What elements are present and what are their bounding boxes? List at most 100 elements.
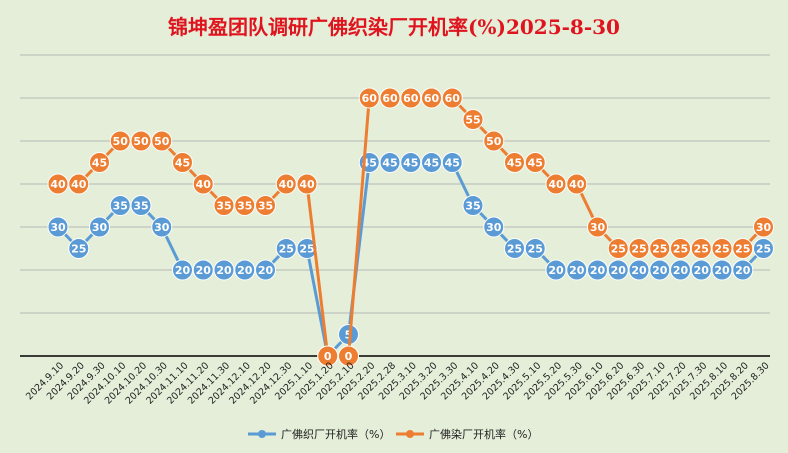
data-label: 50 bbox=[133, 135, 149, 148]
data-point bbox=[130, 130, 152, 152]
data-point bbox=[213, 195, 235, 216]
data-label: 20 bbox=[196, 264, 212, 277]
series-line-0 bbox=[56, 161, 765, 358]
data-point bbox=[275, 238, 297, 259]
data-label: 25 bbox=[507, 243, 522, 256]
data-label: 35 bbox=[465, 200, 480, 213]
data-label: 60 bbox=[424, 92, 440, 105]
data-point bbox=[151, 216, 173, 238]
data-label: 20 bbox=[175, 264, 191, 277]
data-point bbox=[545, 259, 567, 281]
data-point bbox=[524, 152, 546, 173]
data-label: 5 bbox=[345, 329, 353, 342]
data-point bbox=[151, 130, 173, 152]
data-point bbox=[172, 259, 193, 281]
legend-label-0: 广佛织厂开机率（%） bbox=[281, 427, 390, 441]
data-label: 20 bbox=[569, 264, 585, 277]
legend-marker-0 bbox=[258, 430, 266, 438]
data-label: 0 bbox=[345, 350, 353, 363]
data-label: 60 bbox=[362, 92, 378, 105]
data-label: 30 bbox=[756, 221, 772, 234]
data-point bbox=[192, 173, 214, 195]
data-point bbox=[462, 109, 484, 130]
data-point bbox=[545, 173, 567, 195]
data-label: 50 bbox=[154, 135, 170, 148]
data-label: 45 bbox=[424, 157, 439, 170]
data-point bbox=[421, 87, 442, 109]
data-label: 25 bbox=[694, 243, 709, 256]
data-point bbox=[379, 87, 401, 109]
data-point bbox=[566, 259, 588, 281]
data-point bbox=[109, 130, 131, 152]
data-label: 0 bbox=[324, 350, 332, 363]
data-point bbox=[172, 152, 193, 173]
data-point bbox=[587, 216, 608, 238]
x-axis-ticks: 2024.9.102024.9.202024.9.302024.10.10202… bbox=[24, 360, 771, 406]
data-point bbox=[670, 259, 691, 281]
data-point bbox=[753, 238, 774, 259]
legend-marker-1 bbox=[406, 430, 414, 438]
data-label: 20 bbox=[631, 264, 647, 277]
data-label: 45 bbox=[403, 157, 418, 170]
data-point bbox=[607, 238, 629, 259]
data-label: 20 bbox=[216, 264, 232, 277]
legend-label-1: 广佛染厂开机率（%） bbox=[429, 427, 538, 441]
data-point bbox=[275, 173, 297, 195]
data-point bbox=[130, 195, 152, 216]
data-point bbox=[649, 238, 671, 259]
data-point bbox=[317, 345, 339, 367]
data-label: 30 bbox=[92, 221, 108, 234]
data-label: 25 bbox=[279, 243, 294, 256]
data-label: 45 bbox=[382, 157, 397, 170]
data-label: 40 bbox=[299, 178, 315, 191]
data-point bbox=[421, 152, 442, 173]
data-point bbox=[441, 87, 463, 109]
data-label: 20 bbox=[258, 264, 274, 277]
data-label: 40 bbox=[548, 178, 564, 191]
data-point bbox=[711, 238, 733, 259]
data-point bbox=[462, 195, 484, 216]
data-label: 30 bbox=[154, 221, 170, 234]
data-label: 40 bbox=[50, 178, 66, 191]
data-label: 35 bbox=[133, 200, 148, 213]
data-label: 40 bbox=[279, 178, 295, 191]
data-label: 25 bbox=[528, 243, 543, 256]
data-label: 60 bbox=[445, 92, 461, 105]
data-point bbox=[504, 238, 525, 259]
data-point bbox=[483, 130, 505, 152]
data-point bbox=[400, 87, 422, 109]
data-point bbox=[234, 195, 256, 216]
data-label: 20 bbox=[735, 264, 751, 277]
data-point bbox=[68, 173, 90, 195]
data-label: 40 bbox=[196, 178, 212, 191]
data-label: 25 bbox=[673, 243, 688, 256]
data-label: 25 bbox=[611, 243, 626, 256]
data-label: 45 bbox=[507, 157, 522, 170]
data-label: 25 bbox=[299, 243, 314, 256]
data-point bbox=[400, 152, 422, 173]
data-label: 20 bbox=[694, 264, 710, 277]
data-label: 35 bbox=[113, 200, 128, 213]
data-point bbox=[255, 195, 276, 216]
data-label: 25 bbox=[735, 243, 750, 256]
data-point bbox=[89, 216, 110, 238]
data-label: 20 bbox=[714, 264, 730, 277]
data-label: 20 bbox=[673, 264, 689, 277]
data-point bbox=[504, 152, 525, 173]
data-label: 35 bbox=[237, 200, 252, 213]
data-point bbox=[89, 152, 110, 173]
data-point bbox=[234, 259, 256, 281]
data-point bbox=[524, 238, 546, 259]
data-label: 35 bbox=[258, 200, 273, 213]
data-label: 45 bbox=[445, 157, 460, 170]
data-label: 40 bbox=[569, 178, 585, 191]
data-label: 35 bbox=[216, 200, 231, 213]
data-point bbox=[47, 216, 69, 238]
data-point bbox=[649, 259, 671, 281]
data-label: 30 bbox=[486, 221, 502, 234]
data-label: 25 bbox=[71, 243, 86, 256]
data-label: 45 bbox=[92, 157, 107, 170]
data-point bbox=[358, 87, 380, 109]
data-label: 25 bbox=[714, 243, 729, 256]
